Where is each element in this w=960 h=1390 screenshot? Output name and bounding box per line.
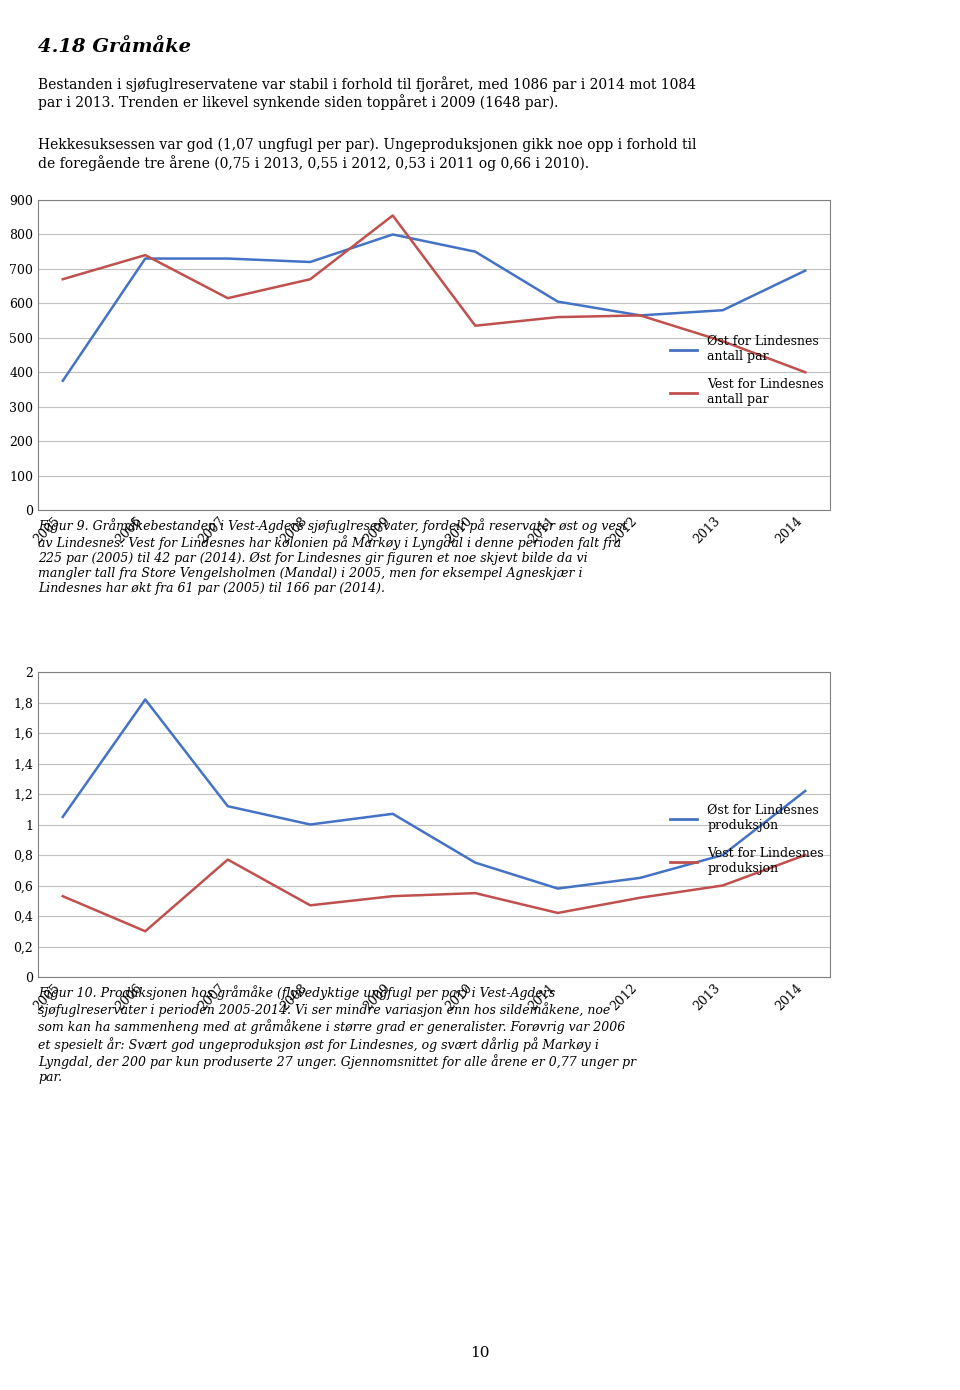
Legend: Øst for Lindesnes
produksjon, Vest for Lindesnes
produksjon: Øst for Lindesnes produksjon, Vest for L… xyxy=(670,805,824,876)
Text: Figur 9. Gråmåkebestanden i Vest-Agders sjøfuglreservater, fordelt på reservater: Figur 9. Gråmåkebestanden i Vest-Agders … xyxy=(38,518,627,595)
Text: 10: 10 xyxy=(470,1346,490,1359)
Legend: Øst for Lindesnes
antall par, Vest for Lindesnes
antall par: Øst for Lindesnes antall par, Vest for L… xyxy=(670,335,824,406)
Text: Bestanden i sjøfuglreservatene var stabil i forhold til fjoråret, med 1086 par i: Bestanden i sjøfuglreservatene var stabi… xyxy=(38,76,696,110)
Text: Hekkesuksessen var god (1,07 ungfugl per par). Ungeproduksjonen gikk noe opp i f: Hekkesuksessen var god (1,07 ungfugl per… xyxy=(38,138,697,171)
Text: Figur 10. Produksjonen hos gråmåke (flyvedyktige ungfugl per par) i Vest-Agders
: Figur 10. Produksjonen hos gråmåke (flyv… xyxy=(38,986,636,1084)
Text: 4.18 Gråmåke: 4.18 Gråmåke xyxy=(38,38,191,56)
